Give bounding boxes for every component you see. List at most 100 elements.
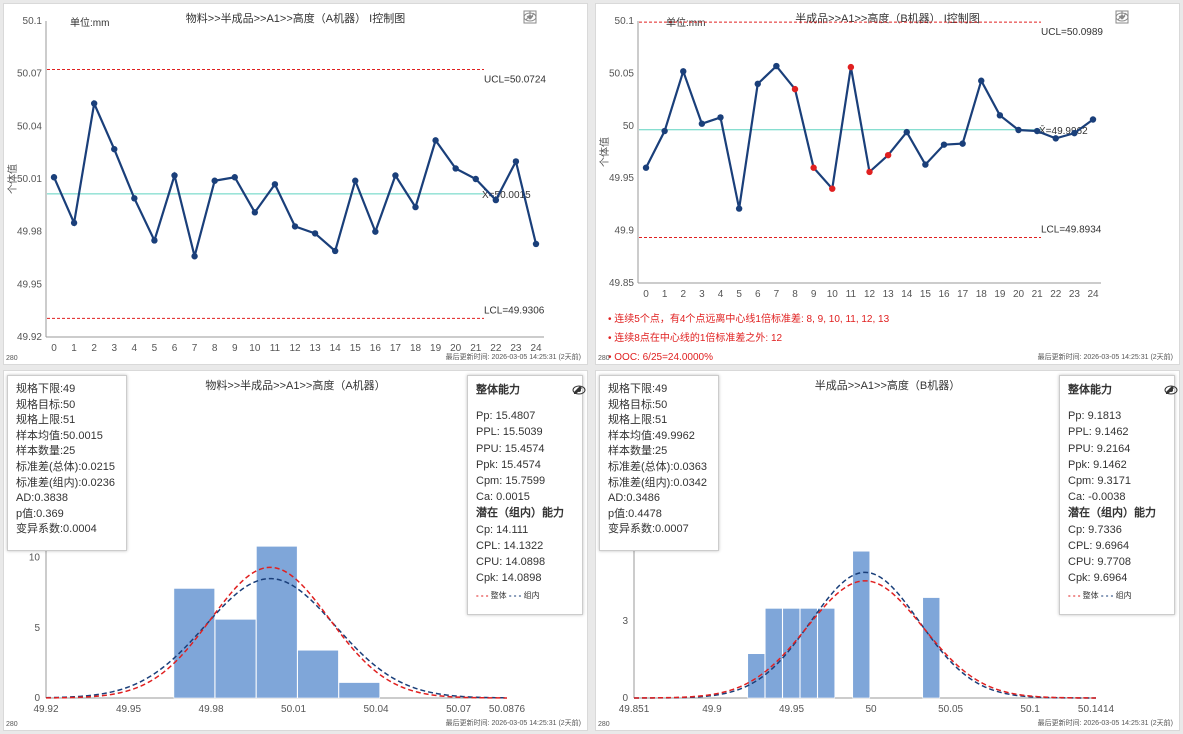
data-point [959, 140, 966, 147]
stat-item: 样本均值:49.9962 [608, 429, 695, 442]
x-tick-label: 22 [490, 343, 502, 354]
download-icon[interactable] [523, 10, 581, 24]
y-tick-label: 0 [622, 693, 628, 704]
x-tick-label: 10 [249, 343, 261, 354]
within-capability-header: 潜在（组内）能力 [476, 507, 564, 520]
cap-item: Pp: 15.4807 [476, 410, 536, 423]
data-line [52, 99, 538, 257]
stat-item: 样本数量:25 [16, 445, 76, 458]
stats-box: 规格下限:49 规格目标:50 规格上限:51 样本均值:49.9962 样本数… [599, 375, 719, 551]
x-tick-label: 21 [470, 343, 482, 354]
x-tick-label: 49.95 [116, 704, 141, 715]
data-point [978, 77, 985, 84]
data-point [291, 223, 299, 230]
last-updated: 最后更新时间: 2026-03-05 14:25:31 (2天前) [445, 720, 581, 727]
x-tick-label: 50 [865, 704, 877, 715]
y-tick-label: 5 [34, 623, 40, 634]
x-tick-label: 7 [192, 343, 198, 354]
x-tick-label: 9 [232, 343, 238, 354]
lcl-label: LCL=49.8934 [1041, 225, 1102, 236]
legend-overall: 整体 [1082, 591, 1099, 601]
y-tick-label: 3 [622, 616, 628, 627]
histogram-bar [799, 608, 818, 699]
x-tick-label: 9 [811, 289, 817, 300]
x-tick-label: 18 [410, 343, 422, 354]
y-tick-label: 50.01 [17, 174, 42, 185]
cap-item: Pp: 9.1813 [1068, 410, 1122, 423]
y-tick-label: 50.1 [23, 16, 43, 27]
cap-item: Cpm: 9.3171 [1068, 475, 1131, 488]
data-point [311, 230, 319, 237]
cap-item: PPL: 9.1462 [1068, 426, 1129, 439]
x-tick-label: 15 [350, 343, 362, 354]
cap-item: Cpk: 9.6964 [1068, 572, 1128, 585]
data-point [754, 80, 761, 88]
data-point [1015, 126, 1022, 134]
data-point [251, 209, 259, 216]
curve-legend: - - - 整体 - - - 组内 [476, 591, 540, 601]
stat-item: 规格下限:49 [608, 383, 668, 395]
x-tick-label: 17 [957, 289, 969, 300]
cap-item: Ca: -0.0038 [1068, 491, 1126, 504]
x-tick-label: 23 [510, 343, 522, 354]
stat-item: 标准差(组内):0.0236 [16, 476, 116, 489]
y-tick-label: 49.85 [609, 278, 634, 289]
cap-item: Cp: 9.7336 [1068, 523, 1122, 536]
data-point [698, 120, 706, 127]
x-tick-label: 7 [774, 289, 780, 300]
chart-toolbar [1115, 10, 1173, 24]
legend-within: 组内 [523, 591, 540, 601]
stat-item: 标准差(组内):0.0342 [608, 476, 708, 489]
x-tick-label: 16 [370, 343, 382, 354]
data-point [866, 168, 873, 176]
x-tick-label: 12 [864, 289, 876, 300]
data-point [331, 247, 339, 255]
corner-label: 280 [598, 721, 610, 728]
data-point [1033, 127, 1041, 135]
download-icon[interactable] [1115, 10, 1173, 24]
stat-item: 样本均值:50.0015 [16, 429, 103, 442]
y-tick-label: 49.92 [17, 332, 42, 343]
data-point [452, 165, 459, 172]
stat-item: 规格上限:51 [608, 414, 668, 427]
corner-label: 280 [6, 721, 18, 728]
x-tick-label: 2 [91, 343, 97, 354]
data-point [151, 237, 158, 244]
x-tick-label: 0 [643, 289, 649, 300]
data-point [661, 127, 668, 135]
data-point [472, 175, 479, 183]
x-tick-label: 13 [310, 343, 322, 354]
data-point [996, 112, 1004, 119]
cap-item: CPL: 14.1322 [476, 539, 544, 552]
stat-item: 标准差(总体):0.0215 [16, 460, 116, 473]
ucl-label: UCL=50.0724 [484, 74, 546, 85]
data-point [532, 240, 540, 248]
chart-title: 半成品>>A1>>高度（B机器） [814, 380, 961, 392]
data-point [231, 174, 238, 181]
data-point [271, 181, 279, 188]
histogram-bar [852, 550, 871, 699]
data-point [111, 145, 118, 153]
cap-item: Cp: 14.111 [476, 523, 529, 536]
data-point [1089, 116, 1097, 123]
data-point [884, 151, 892, 159]
x-tick-label: 49.851 [619, 704, 650, 715]
data-point [90, 100, 98, 107]
data-point [392, 172, 399, 179]
stat-item: 变异系数:0.0007 [608, 523, 689, 536]
control-chart-panel-b: 半成品>>A1>>高度（B机器） I控制图 单位:mm 49.85 49.9 49.… [595, 3, 1180, 365]
stat-item: p值:0.4478 [608, 507, 662, 520]
alert-item: OOC: 6/25=24.0000% [608, 348, 889, 364]
data-point [922, 161, 929, 168]
x-tick-label: 49.92 [33, 704, 58, 715]
unit-label: 单位:mm [666, 18, 706, 29]
x-tick-label: 49.9 [702, 704, 722, 715]
x-tick-label: 50.01 [281, 704, 306, 715]
data-point [1071, 129, 1078, 137]
histogram-bar [817, 608, 836, 699]
legend-overall: 整体 [490, 591, 507, 601]
legend-within: 组内 [1115, 591, 1132, 601]
x-tick-label: 13 [883, 289, 895, 300]
cap-item: CPU: 9.7708 [1068, 556, 1131, 569]
capability-box: 整体能力 Pp: 9.1813 PPL: 9.1462 PPU: 9.2164 … [1059, 375, 1178, 615]
